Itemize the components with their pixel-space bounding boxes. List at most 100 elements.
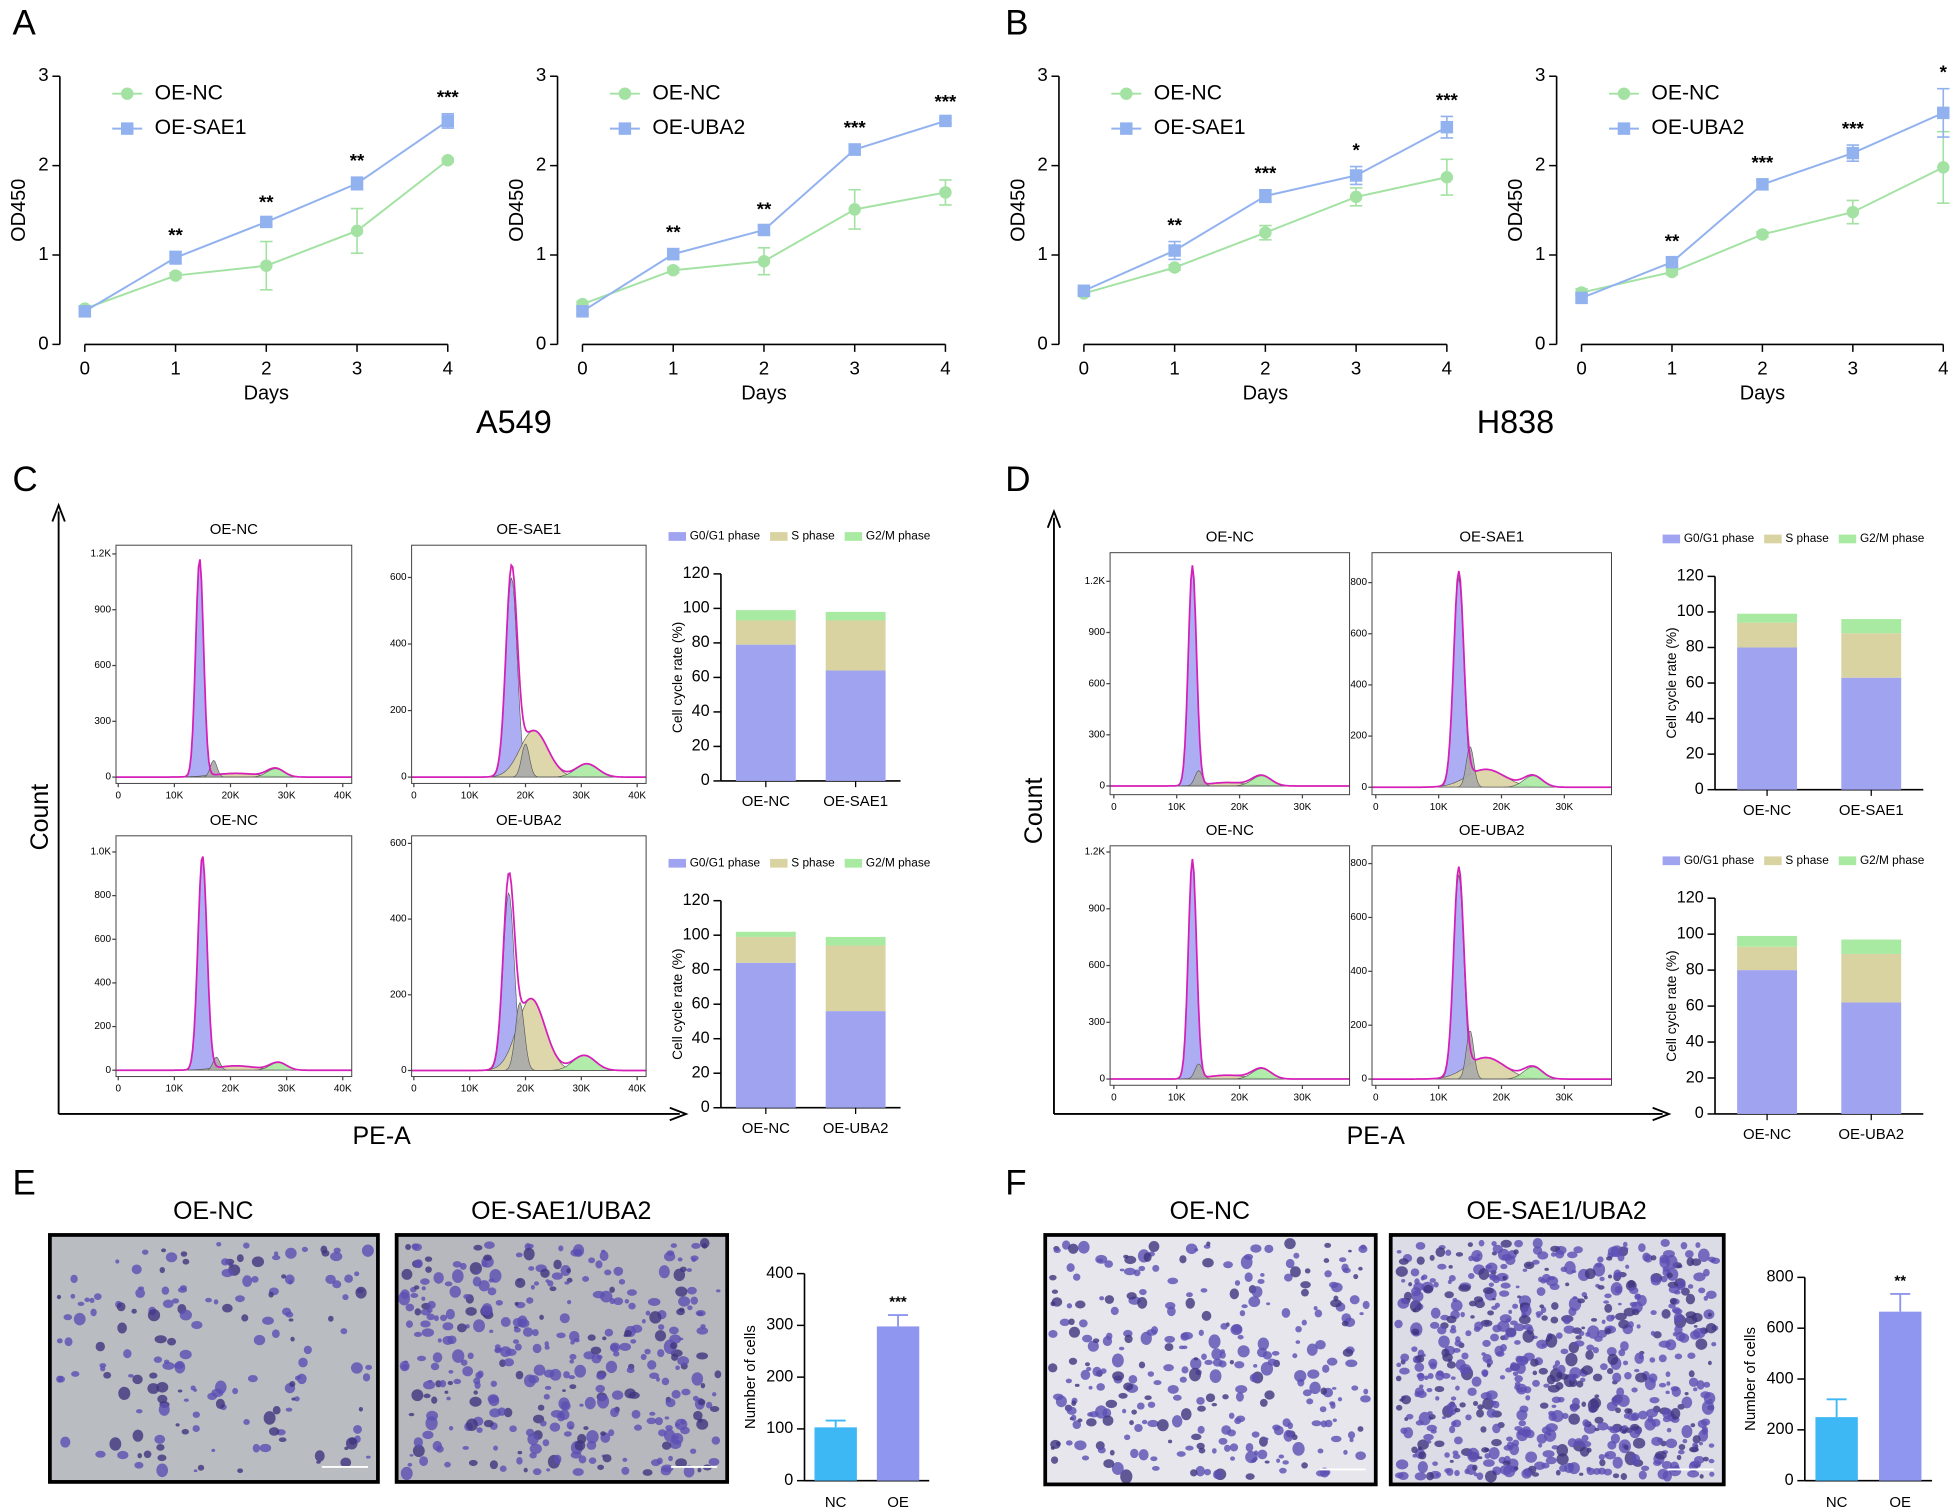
stained-cell [1491,1438,1502,1447]
stained-cell [435,1445,444,1453]
stained-cell [243,1242,250,1249]
stained-cell [1607,1353,1619,1365]
significance: ** [168,224,183,245]
stained-cell [628,1302,636,1310]
stained-cell [1551,1404,1557,1408]
stained-cell [566,1420,575,1430]
stained-cell [1488,1282,1494,1287]
stained-cell [574,1364,587,1378]
stained-cell [1525,1395,1531,1401]
stained-cell [242,1275,253,1288]
panel-letter: A [12,3,36,42]
stained-cell [1097,1446,1106,1454]
stained-cell [1536,1287,1546,1296]
stained-cell [1421,1353,1426,1357]
stained-cell [400,1466,413,1481]
stained-cell [1476,1409,1484,1418]
stained-cell [1220,1323,1228,1330]
y-tick-label: 0 [1535,332,1545,353]
stained-cell [431,1396,438,1404]
marker [1575,291,1588,305]
stained-cell [1630,1423,1640,1431]
stained-cell [272,1406,281,1415]
stained-cell [1480,1426,1487,1433]
stained-cell [1532,1259,1540,1265]
stained-cell [503,1358,515,1367]
stained-cell [1455,1385,1460,1391]
stained-cell [1239,1310,1246,1317]
stained-cell [1329,1401,1336,1406]
stained-cell [252,1443,260,1453]
stained-cell [1394,1319,1403,1329]
stained-cell [1294,1370,1307,1383]
stained-cell [1521,1426,1532,1438]
y-tick-label: 600 [94,934,111,945]
stained-cell [1701,1418,1711,1426]
stained-cell [622,1457,628,1462]
stained-cell [93,1293,102,1300]
x-tick-label: 2 [1260,357,1270,378]
stained-cell [533,1364,546,1376]
stained-cell [1450,1376,1456,1380]
stained-cell [690,1296,699,1305]
stained-cell [1429,1321,1440,1329]
significance: ** [350,150,365,171]
stained-cell [1452,1453,1461,1460]
stained-cell [558,1245,564,1252]
y-tick-label: 80 [692,633,710,651]
y-tick-label: 600 [390,572,407,583]
stained-cell [1599,1276,1605,1282]
stained-cell [1598,1453,1605,1461]
legend-label: G0/G1 phase [690,529,761,543]
fit-curve [1372,866,1612,1080]
stained-cell [546,1468,551,1472]
stained-cell [483,1419,494,1428]
stained-cell [553,1454,562,1464]
stained-cell [180,1251,188,1257]
stained-cell [1642,1252,1651,1262]
stained-cell [649,1311,662,1324]
stained-cell [1220,1349,1225,1354]
x-tick-label: 0 [1111,1092,1117,1103]
y-tick-label: 60 [692,994,710,1012]
y-tick-label: 0 [105,1065,111,1076]
stained-cell [221,1268,234,1278]
y-axis-title: Cell cycle rate (%) [670,949,685,1060]
arrow-head [51,502,66,522]
stained-cell [1195,1465,1205,1477]
stained-cell [1065,1440,1073,1446]
stained-cell [621,1466,630,1475]
y-tick-label: 40 [692,1029,710,1047]
stained-cell [654,1330,667,1342]
stained-cell [624,1299,630,1304]
x-tick-label: 0 [1373,802,1379,813]
stained-cell [1257,1449,1268,1460]
stained-cell [1190,1469,1198,1477]
stained-cell [296,1373,307,1385]
stained-cell [1313,1306,1318,1311]
stained-cell [1590,1317,1598,1322]
stained-cell [1522,1329,1535,1343]
legend-label: S phase [1785,531,1829,545]
stained-cell [1500,1239,1512,1248]
stained-cell [1494,1302,1501,1308]
stained-cell [167,1337,177,1346]
stained-cell [1705,1322,1717,1334]
stained-cell [289,1381,296,1387]
axis-title: Count [1020,778,1048,845]
stained-cell [656,1457,663,1465]
stained-cell [1435,1247,1446,1258]
stained-cell [1360,1395,1371,1403]
stained-cell [1606,1401,1618,1412]
stained-cell [448,1369,454,1374]
image-title: OE-SAE1/UBA2 [1467,1197,1647,1225]
stained-cell [701,1242,708,1249]
stained-cell [680,1419,686,1425]
x-tick-label: OE-NC [742,1120,790,1137]
significance: ** [757,198,772,219]
stained-cell [1345,1359,1358,1368]
plot-title: OE-UBA2 [496,812,562,829]
stained-cell [141,1249,149,1255]
bar [1815,1417,1858,1481]
stained-cell [1300,1281,1311,1289]
